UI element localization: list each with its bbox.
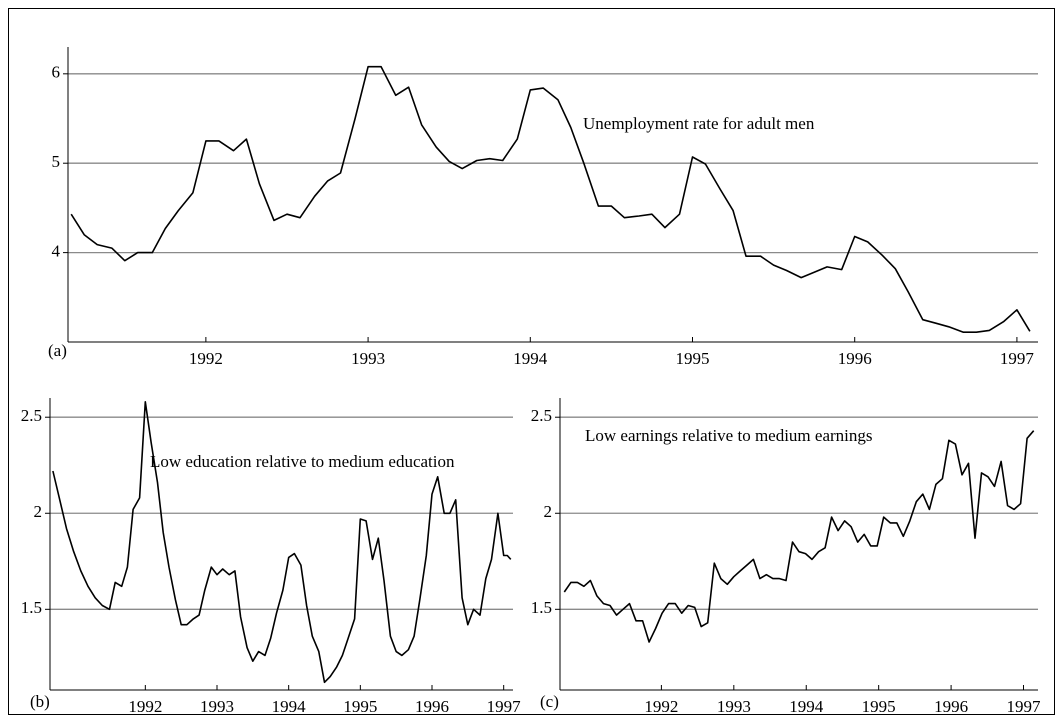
- x-tick-label: 1997: [487, 697, 522, 716]
- y-tick-label: 4: [52, 242, 61, 261]
- annotation: Low education relative to medium educati…: [150, 452, 455, 471]
- x-tick-label: 1997: [1007, 697, 1042, 716]
- y-tick-label: 2.5: [531, 406, 552, 425]
- annotation: Low earnings relative to medium earnings: [585, 426, 873, 445]
- x-tick-label: 1993: [200, 697, 234, 716]
- x-tick-label: 1995: [862, 697, 896, 716]
- y-tick-label: 2: [34, 502, 43, 521]
- annotation: Unemployment rate for adult men: [583, 114, 815, 133]
- data-line: [563, 430, 1035, 643]
- y-tick-label: 6: [52, 63, 61, 82]
- x-tick-label: 1996: [838, 349, 872, 368]
- data-line: [70, 65, 1031, 333]
- frame: [8, 8, 1055, 715]
- y-tick-label: 1.5: [21, 598, 42, 617]
- panel-label: (b): [30, 692, 50, 711]
- x-tick-label: 1996: [415, 697, 449, 716]
- x-tick-label: 1996: [934, 697, 968, 716]
- x-tick-label: 1994: [272, 697, 307, 716]
- x-tick-label: 1995: [675, 349, 709, 368]
- y-tick-label: 2: [544, 502, 553, 521]
- x-tick-label: 1997: [1000, 349, 1035, 368]
- data-line: [52, 401, 512, 684]
- panel-label: (c): [540, 692, 559, 711]
- x-tick-label: 1992: [644, 697, 678, 716]
- y-tick-label: 2.5: [21, 406, 42, 425]
- x-tick-label: 1992: [128, 697, 162, 716]
- y-tick-label: 5: [52, 152, 61, 171]
- x-tick-label: 1992: [189, 349, 223, 368]
- y-tick-label: 1.5: [531, 598, 552, 617]
- x-tick-label: 1994: [789, 697, 824, 716]
- x-tick-label: 1993: [351, 349, 385, 368]
- x-tick-label: 1995: [343, 697, 377, 716]
- panel-label: (a): [48, 341, 67, 360]
- x-tick-label: 1994: [513, 349, 548, 368]
- x-tick-label: 1993: [717, 697, 751, 716]
